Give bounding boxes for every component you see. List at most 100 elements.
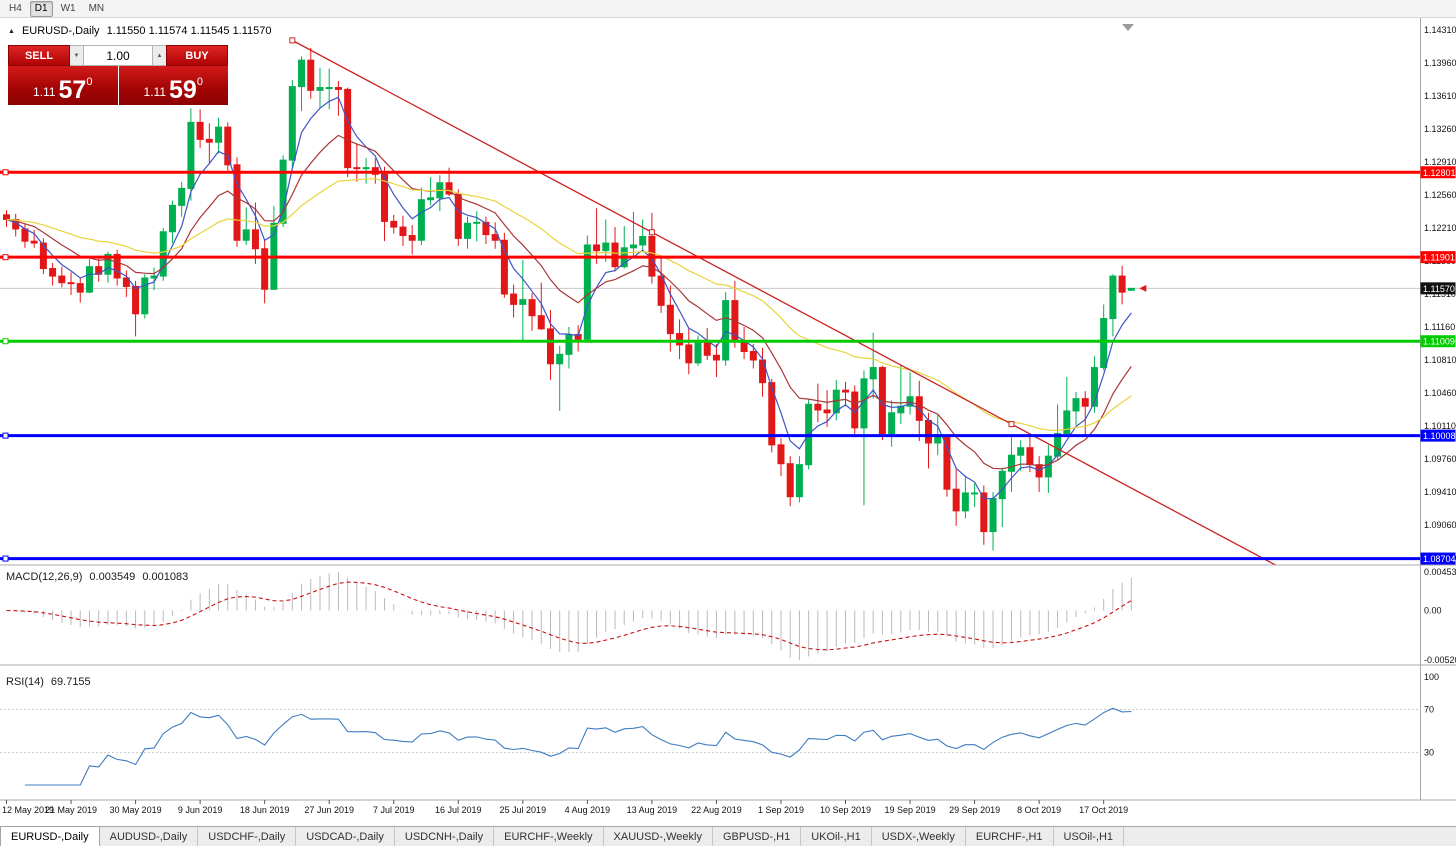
svg-text:18 Jun 2019: 18 Jun 2019 bbox=[240, 805, 290, 815]
trendline[interactable] bbox=[292, 39, 1276, 566]
sell-button[interactable]: SELL bbox=[8, 45, 70, 66]
svg-text:30 May 2019: 30 May 2019 bbox=[110, 805, 162, 815]
trendline-handle[interactable] bbox=[289, 37, 296, 44]
ma-line-5 bbox=[6, 96, 1132, 500]
tab-gbpusd-h1[interactable]: GBPUSD-,H1 bbox=[713, 827, 802, 846]
price-label-box bbox=[1420, 552, 1456, 565]
svg-text:1.11570: 1.11570 bbox=[1423, 284, 1455, 294]
rsi-line bbox=[24, 707, 1132, 786]
svg-text:30: 30 bbox=[1424, 748, 1434, 758]
svg-text:9 Jun 2019: 9 Jun 2019 bbox=[178, 805, 223, 815]
line-handle[interactable] bbox=[2, 555, 9, 562]
price-label-box bbox=[1420, 166, 1456, 179]
buy-price-display[interactable]: 1.11 59 0 bbox=[118, 66, 228, 105]
svg-text:1.11160: 1.11160 bbox=[1424, 322, 1455, 332]
ask-pipette: 0 bbox=[196, 76, 203, 88]
svg-text:1.09410: 1.09410 bbox=[1424, 487, 1456, 497]
bid-big-digits: 57 bbox=[58, 76, 87, 104]
svg-text:1.14310: 1.14310 bbox=[1424, 25, 1456, 35]
price-divider bbox=[117, 66, 119, 105]
svg-text:1.12560: 1.12560 bbox=[1424, 190, 1456, 200]
volume-input[interactable] bbox=[83, 45, 153, 66]
tab-usdchf-daily[interactable]: USDCHF-,Daily bbox=[198, 827, 297, 846]
buy-button[interactable]: BUY bbox=[166, 45, 228, 66]
tab-ukoil-h1[interactable]: UKOil-,H1 bbox=[801, 827, 872, 846]
svg-text:27 Jun 2019: 27 Jun 2019 bbox=[304, 805, 354, 815]
tab-eurchf-weekly[interactable]: EURCHF-,Weekly bbox=[494, 827, 604, 846]
svg-text:1.13960: 1.13960 bbox=[1424, 58, 1456, 68]
tab-usoil-h1[interactable]: USOil-,H1 bbox=[1054, 827, 1125, 846]
tab-xauusd-weekly[interactable]: XAUUSD-,Weekly bbox=[604, 827, 713, 846]
chart-canvas[interactable]: 1.14310 1.13960 1.13610 1.13260 1.12910 1.125… bbox=[0, 18, 1456, 826]
timeframe-button-mn[interactable]: MN bbox=[88, 2, 105, 14]
tab-eurusd-daily[interactable]: EURUSD-,Daily bbox=[0, 827, 100, 846]
line-handle[interactable] bbox=[2, 169, 9, 176]
line-handle[interactable] bbox=[2, 254, 9, 261]
timeframe-button-w1[interactable]: W1 bbox=[60, 2, 76, 14]
svg-text:70: 70 bbox=[1424, 704, 1434, 714]
tab-usdx-weekly[interactable]: USDX-,Weekly bbox=[872, 827, 966, 846]
svg-text:13 Aug 2019: 13 Aug 2019 bbox=[627, 805, 678, 815]
chart-window: 1.14310 1.13960 1.13610 1.13260 1.12910 1.125… bbox=[0, 18, 1456, 826]
svg-text:29 Sep 2019: 29 Sep 2019 bbox=[949, 805, 1000, 815]
tab-usdcnh-daily[interactable]: USDCNH-,Daily bbox=[395, 827, 495, 846]
ask-big-digits: 59 bbox=[169, 76, 197, 104]
trendline-handle[interactable] bbox=[1008, 421, 1015, 428]
svg-text:1.13260: 1.13260 bbox=[1424, 124, 1456, 134]
price-axis[interactable]: 1.14310 1.13960 1.13610 1.13260 1.12910 1.125… bbox=[1424, 25, 1456, 563]
chevron-down-icon: ▼ bbox=[73, 52, 80, 59]
svg-text:1.11901: 1.11901 bbox=[1423, 253, 1455, 263]
svg-text:12 May 2019: 12 May 2019 bbox=[2, 805, 54, 815]
svg-text:1.11009: 1.11009 bbox=[1423, 337, 1455, 347]
volume-increase-button[interactable]: ▲ bbox=[153, 45, 166, 66]
svg-text:1.09760: 1.09760 bbox=[1424, 454, 1456, 464]
svg-text:1.10810: 1.10810 bbox=[1424, 355, 1456, 365]
price-label-box bbox=[1420, 335, 1456, 348]
svg-text:1.09060: 1.09060 bbox=[1424, 520, 1456, 530]
svg-text:1.12210: 1.12210 bbox=[1424, 223, 1456, 233]
tab-usdcad-daily[interactable]: USDCAD-,Daily bbox=[296, 827, 395, 846]
chart-tab-bar: EURUSD-,Daily AUDUSD-,Daily USDCHF-,Daily U… bbox=[0, 826, 1456, 846]
chevron-up-icon: ▲ bbox=[156, 52, 163, 59]
timeframe-button-h4[interactable]: H4 bbox=[9, 2, 22, 14]
sell-price-display[interactable]: 1.11 57 0 bbox=[8, 66, 118, 105]
svg-text:1.12910: 1.12910 bbox=[1424, 157, 1456, 167]
svg-text:16 Jul 2019: 16 Jul 2019 bbox=[435, 805, 482, 815]
timeframe-button-d1[interactable]: D1 bbox=[29, 0, 53, 17]
svg-text:7 Jul 2019: 7 Jul 2019 bbox=[373, 805, 415, 815]
price-arrow-icon bbox=[1139, 284, 1147, 292]
svg-text:10 Sep 2019: 10 Sep 2019 bbox=[820, 805, 871, 815]
svg-text:-0.00520: -0.00520 bbox=[1424, 655, 1456, 665]
macd-signal-line bbox=[6, 581, 1132, 651]
svg-text:8 Oct 2019: 8 Oct 2019 bbox=[1017, 805, 1061, 815]
svg-text:1.13610: 1.13610 bbox=[1424, 91, 1456, 101]
ma-line-34 bbox=[6, 178, 1132, 432]
svg-text:25 Jul 2019: 25 Jul 2019 bbox=[500, 805, 547, 815]
volume-decrease-button[interactable]: ▼ bbox=[70, 45, 83, 66]
tab-eurchf-h1[interactable]: EURCHF-,H1 bbox=[966, 827, 1054, 846]
ask-prefix: 1.11 bbox=[143, 85, 167, 99]
svg-text:0.00: 0.00 bbox=[1424, 606, 1442, 616]
line-handle[interactable] bbox=[2, 338, 9, 345]
svg-text:4 Aug 2019: 4 Aug 2019 bbox=[565, 805, 611, 815]
macd-pane bbox=[6, 572, 1132, 660]
bid-prefix: 1.11 bbox=[33, 85, 56, 99]
tab-audusd-daily[interactable]: AUDUSD-,Daily bbox=[100, 827, 199, 846]
price-label-box bbox=[1420, 282, 1456, 295]
trendline-handle[interactable] bbox=[648, 229, 655, 236]
svg-text:17 Oct 2019: 17 Oct 2019 bbox=[1079, 805, 1128, 815]
svg-text:1 Sep 2019: 1 Sep 2019 bbox=[758, 805, 804, 815]
svg-text:1.10460: 1.10460 bbox=[1424, 388, 1456, 398]
svg-text:21 May 2019: 21 May 2019 bbox=[45, 805, 97, 815]
svg-text:22 Aug 2019: 22 Aug 2019 bbox=[691, 805, 742, 815]
candles-layer bbox=[3, 47, 1135, 551]
timeframe-toolbar: H4 D1 W1 MN bbox=[0, 0, 1456, 18]
price-label-box bbox=[1420, 429, 1456, 442]
chart-shift-icon[interactable] bbox=[1122, 24, 1134, 31]
svg-text:1.12801: 1.12801 bbox=[1423, 168, 1456, 178]
svg-text:19 Sep 2019: 19 Sep 2019 bbox=[885, 805, 936, 815]
price-label-box bbox=[1420, 251, 1456, 264]
line-handle[interactable] bbox=[2, 432, 9, 439]
ma-line-13 bbox=[6, 134, 1132, 470]
